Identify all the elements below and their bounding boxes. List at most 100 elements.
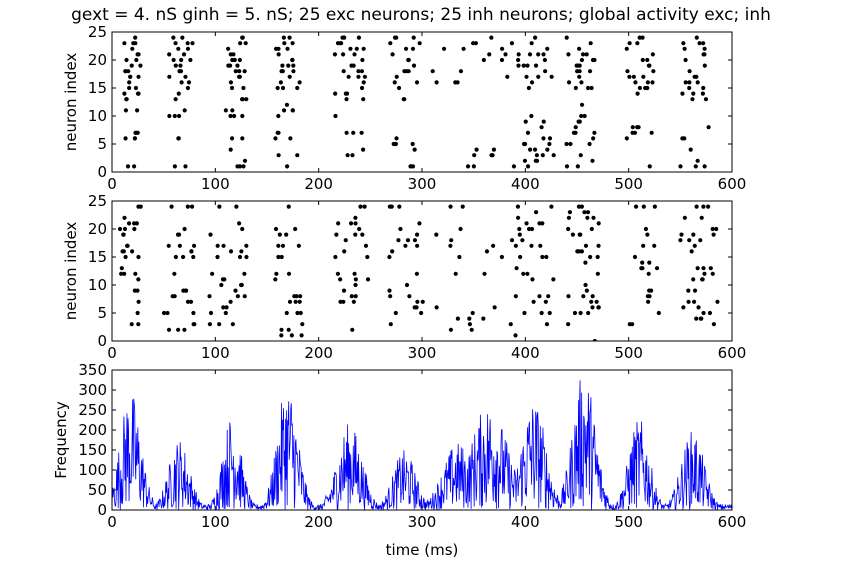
spike-dot <box>180 254 186 260</box>
spike-dot <box>511 164 517 169</box>
spike-dot <box>177 243 182 248</box>
spike-dot <box>239 282 244 288</box>
spike-dot <box>335 41 341 46</box>
spike-dot <box>434 80 439 85</box>
spike-dot <box>650 52 655 57</box>
spike-dot <box>521 271 526 276</box>
spike-dot <box>701 41 706 46</box>
spike-dot <box>526 85 531 91</box>
y-tick-label: 15 <box>88 248 107 266</box>
spike-dot <box>396 85 402 91</box>
spike-dot <box>692 243 697 248</box>
spike-dot <box>410 141 415 147</box>
spike-dot <box>233 69 238 74</box>
spike-dot <box>291 63 296 68</box>
spike-dot <box>135 310 140 316</box>
spike-dot <box>276 113 281 119</box>
y-tick-label: 10 <box>88 107 107 125</box>
spike-dot <box>540 153 545 158</box>
spike-dot <box>117 226 123 232</box>
spike-dot <box>577 74 582 79</box>
x-tick-label: 300 <box>408 344 437 362</box>
spike-dot <box>566 294 571 299</box>
spike-dot <box>221 243 226 248</box>
spike-dot <box>434 232 439 237</box>
spike-dot <box>508 322 513 327</box>
spike-dot <box>529 243 534 248</box>
spike-dot <box>185 46 191 51</box>
spike-dot <box>630 125 635 130</box>
spike-dot <box>339 41 344 46</box>
spike-dot <box>577 249 582 254</box>
y-tick-label: 300 <box>78 381 107 399</box>
spike-dot <box>461 46 466 51</box>
spike-dot <box>161 310 167 316</box>
spike-dot <box>406 57 411 63</box>
spike-dot <box>594 299 599 304</box>
spike-dot <box>567 210 572 215</box>
spike-dot <box>334 232 339 237</box>
spike-dot <box>586 310 591 316</box>
spike-dot <box>705 204 711 209</box>
spike-dot <box>295 85 300 91</box>
spike-dot <box>276 46 281 51</box>
spike-dot <box>166 327 172 332</box>
x-tick-label: 600 <box>718 513 747 531</box>
spike-dot <box>572 310 578 316</box>
spike-dot <box>529 113 534 119</box>
spike-dot <box>398 226 403 232</box>
y-tick-label: 20 <box>88 51 107 69</box>
spike-dot <box>403 243 408 248</box>
x-tick-label: 500 <box>614 513 643 531</box>
spike-dot <box>350 153 355 158</box>
spike-dot <box>191 310 196 316</box>
spike-dot <box>126 69 131 74</box>
spike-dot <box>278 80 283 85</box>
spike-dot <box>589 299 594 304</box>
spike-dot <box>361 97 366 102</box>
spike-dot <box>637 35 642 40</box>
spike-dot <box>291 69 296 74</box>
y-tick-label: 100 <box>78 461 107 479</box>
spike-dot <box>575 63 581 68</box>
spike-dot <box>388 322 393 327</box>
spike-dot <box>178 63 183 68</box>
spike-dot <box>410 46 416 51</box>
spike-dot <box>138 63 143 68</box>
spike-dot <box>591 215 596 220</box>
spike-dot <box>449 238 454 243</box>
spike-dot <box>183 74 188 79</box>
spike-dot <box>516 52 521 57</box>
spike-dot <box>360 57 365 63</box>
spike-dot <box>167 52 172 57</box>
spike-dot <box>280 85 286 91</box>
spike-dot <box>566 52 571 57</box>
spike-dot <box>583 260 588 265</box>
spike-dot <box>590 305 595 310</box>
spike-dot <box>592 57 597 63</box>
spike-dot <box>235 63 240 68</box>
spike-dot <box>122 41 127 46</box>
spike-dot <box>404 69 409 74</box>
spike-dot <box>176 232 182 237</box>
spike-dot <box>412 147 417 152</box>
spike-dot <box>509 41 515 46</box>
spike-dot <box>123 108 129 113</box>
plot-frame <box>111 200 733 342</box>
inh-raster-panel: 0 100 200 300 400 500 600 0 5 10 15 20 25 neuron inde… <box>62 192 746 362</box>
spike-dot <box>136 322 141 327</box>
spike-dot <box>490 153 495 158</box>
spike-dot <box>693 164 698 169</box>
spike-dot <box>625 69 630 74</box>
spike-dot <box>244 243 249 248</box>
spike-dot <box>633 204 639 209</box>
spike-dot <box>135 52 140 57</box>
spike-dot <box>390 52 395 57</box>
spike-dot <box>128 74 133 79</box>
spike-dot <box>645 232 650 237</box>
spike-dot <box>241 164 246 169</box>
spike-dot <box>414 271 419 276</box>
spike-dot <box>646 271 651 276</box>
spike-dot <box>551 153 556 158</box>
